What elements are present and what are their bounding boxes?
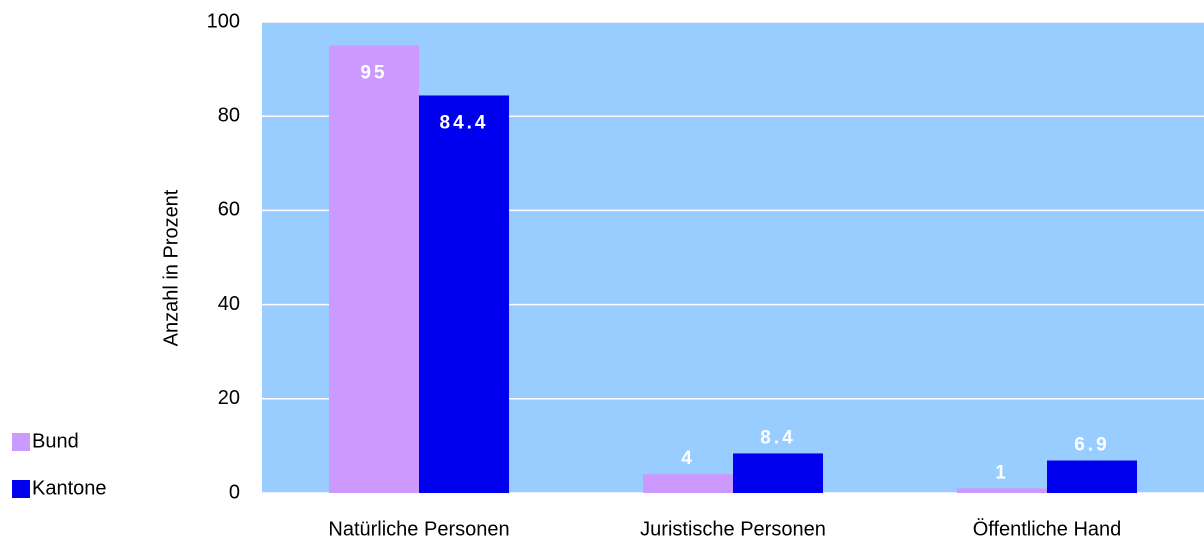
bar — [957, 488, 1047, 493]
legend-swatch — [12, 433, 30, 451]
data-label: 95 — [360, 63, 387, 84]
x-tick-label: Natürliche Personen — [328, 518, 509, 540]
data-label: 4 — [681, 448, 695, 469]
data-label: 8.4 — [760, 427, 795, 448]
legend-label: Kantone — [32, 477, 107, 499]
bar — [1047, 460, 1137, 493]
y-tick-label: 80 — [218, 104, 240, 126]
bar — [643, 474, 733, 493]
x-tick-label: Öffentliche Hand — [973, 518, 1122, 540]
data-label: 1 — [995, 462, 1009, 483]
legend-swatch — [12, 480, 30, 498]
data-label: 6.9 — [1074, 435, 1109, 456]
x-tick-label: Juristische Personen — [640, 518, 826, 540]
y-tick-label: 40 — [218, 293, 240, 315]
bar — [329, 45, 419, 494]
bar — [419, 95, 509, 493]
y-tick-label: 0 — [229, 481, 240, 503]
y-tick-label: 20 — [218, 387, 240, 409]
y-tick-label: 100 — [207, 10, 240, 32]
y-tick-label: 60 — [218, 199, 240, 221]
bar — [733, 453, 823, 493]
legend-label: Bund — [32, 430, 79, 452]
y-axis-label: Anzahl in Prozent — [160, 189, 182, 346]
data-label: 84.4 — [440, 112, 489, 133]
